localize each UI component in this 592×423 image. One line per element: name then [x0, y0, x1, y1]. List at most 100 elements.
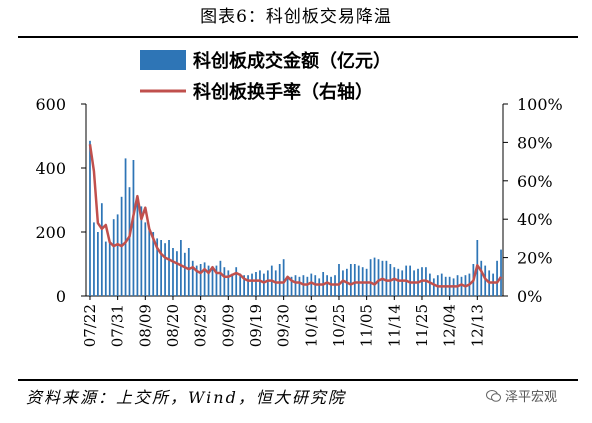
source-divider	[18, 379, 578, 381]
y-right-tick-label: 100%	[517, 95, 563, 114]
x-tick-label: 08/20	[164, 304, 182, 347]
amount-bar	[357, 265, 360, 296]
source-note: 资料来源：上交所，Wind，恒大研究院	[26, 388, 346, 407]
amount-bar	[342, 270, 344, 296]
amount-bar	[104, 241, 107, 296]
amount-bar	[338, 264, 340, 296]
amount-bar	[484, 265, 487, 296]
amount-bar	[247, 275, 249, 296]
x-tick-label: 07/22	[81, 304, 99, 347]
amount-bar	[294, 275, 297, 296]
amount-bar	[152, 232, 155, 296]
amount-bar	[156, 238, 159, 296]
amount-bar	[318, 278, 321, 296]
amount-bar	[377, 259, 380, 296]
x-tick-label: 09/09	[219, 304, 237, 347]
amount-bar	[124, 158, 127, 296]
amount-bar	[97, 232, 99, 296]
turnover-line-group	[88, 144, 503, 288]
amount-bar	[460, 276, 463, 296]
legend-line-label: 科创板换手率（右轴）	[193, 81, 373, 103]
amount-bar	[251, 273, 253, 296]
amount-bar	[263, 273, 265, 296]
amount-bar	[480, 260, 483, 296]
x-tick-label: 12/13	[468, 304, 486, 347]
amount-bar	[401, 270, 404, 296]
chart-title: 图表6：科创板交易降温	[200, 7, 392, 27]
amount-bars	[89, 140, 502, 296]
x-axis-tick-labels: 07/22 07/31 08/09 08/20 08/29 09/09 09/19 09/30…	[81, 296, 486, 347]
amount-bar	[112, 219, 115, 296]
amount-bar	[282, 259, 285, 296]
watermark-text: 泽平宏观	[505, 390, 558, 405]
amount-bar	[144, 222, 147, 296]
amount-bar	[310, 273, 313, 296]
amount-bar	[353, 264, 356, 296]
amount-bar	[176, 251, 178, 296]
amount-bar	[180, 240, 182, 296]
y-right-tick-label: 0%	[517, 287, 542, 306]
amount-bar	[211, 268, 214, 296]
amount-bar	[397, 268, 400, 296]
amount-bar	[373, 257, 376, 296]
amount-bar	[496, 260, 498, 296]
x-tick-label: 08/29	[192, 304, 210, 347]
amount-bar	[207, 265, 210, 296]
amount-bar	[136, 200, 139, 296]
amount-bar	[429, 273, 431, 296]
chart: 科创板成交金额（亿元） 科创板换手率（右轴） 0 200 400 600 0% 20% 40…	[35, 50, 563, 347]
amount-bar	[369, 259, 372, 296]
amount-bar	[93, 222, 95, 296]
y-left-tick-label: 0	[56, 287, 66, 306]
wechat-icon	[486, 389, 501, 402]
amount-bar	[223, 267, 226, 296]
amount-bar	[203, 262, 206, 296]
amount-bar	[219, 260, 222, 296]
y-right-tick-label: 60%	[517, 172, 553, 191]
turnover-line	[88, 144, 503, 288]
amount-bar	[306, 276, 309, 296]
amount-bar	[164, 243, 166, 296]
y-right-tick-label: 40%	[517, 210, 553, 229]
amount-bar	[440, 273, 443, 296]
amount-bar	[326, 275, 328, 296]
amount-bar	[239, 273, 242, 296]
amount-bar	[290, 276, 293, 296]
x-tick-label: 09/30	[275, 304, 293, 347]
amount-bar	[409, 265, 411, 296]
y-left-tick-label: 200	[35, 223, 66, 242]
y-right-tick-label: 80%	[517, 133, 553, 152]
amount-bar	[132, 160, 135, 296]
amount-bar	[191, 260, 194, 296]
amount-bar	[128, 187, 131, 296]
amount-bar	[108, 241, 111, 296]
amount-bar	[243, 275, 245, 296]
amount-bar	[492, 273, 494, 296]
amount-bar	[148, 228, 151, 296]
x-tick-label: 11/05	[358, 304, 376, 347]
x-tick-label: 07/31	[109, 304, 127, 347]
x-tick-label: 11/14	[385, 304, 403, 347]
amount-bar	[168, 240, 170, 296]
amount-bar	[286, 276, 289, 296]
amount-bar	[195, 265, 198, 296]
amount-bar	[432, 278, 435, 296]
watermark: 泽平宏观	[486, 386, 557, 405]
amount-bar	[215, 265, 218, 296]
x-tick-label: 10/16	[302, 304, 320, 347]
x-tick-label: 10/25	[330, 304, 348, 347]
legend-bar-swatch	[140, 50, 186, 70]
amount-bar	[385, 260, 388, 296]
axes: 0 200 400 600 0% 20% 40% 60% 80% 100%	[35, 95, 562, 306]
amount-bar	[330, 276, 332, 296]
amount-bar	[500, 249, 502, 296]
x-tick-label: 11/25	[413, 304, 431, 347]
amount-bar	[227, 270, 230, 296]
x-tick-label: 12/04	[441, 304, 459, 347]
amount-bar	[278, 264, 281, 296]
amount-bar	[140, 206, 143, 296]
legend: 科创板成交金额（亿元） 科创板换手率（右轴）	[140, 50, 391, 103]
x-tick-label: 08/09	[136, 304, 154, 347]
amount-bar	[183, 252, 186, 296]
x-tick-label: 09/19	[247, 304, 265, 347]
